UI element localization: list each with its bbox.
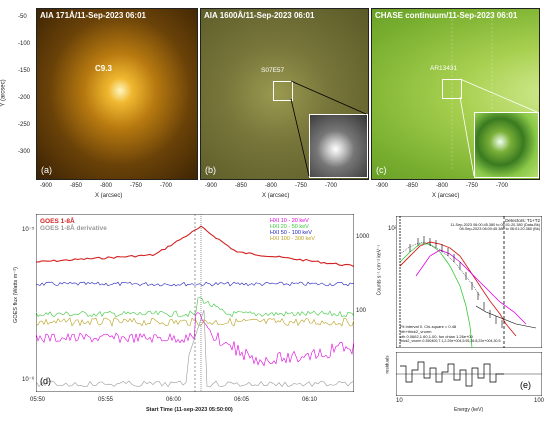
top-xtick: -700 [325, 183, 338, 189]
spectrum-thermal [399, 243, 473, 348]
panel-e-ytick: 10² [388, 226, 397, 232]
panel-e-xtick-100: 100 [534, 398, 545, 404]
panel-e-residual-plot [396, 352, 542, 396]
top-xtick: -750 [466, 183, 479, 189]
top-ytick: -100 [18, 41, 31, 47]
top-xtick: -700 [496, 183, 509, 189]
hxi-100-300-line [36, 317, 354, 328]
panel-d-xtick: 05:50 [30, 397, 46, 403]
panel-d-left-legend: GOES 1-8Å GOES 1-8Å derivative [40, 218, 107, 232]
panel-d-right-tick-100: 100 [356, 308, 367, 314]
panel-e-fit-line-4: thick2_vnorm 0.350400,7.1,2.29e+004,5.95… [400, 339, 501, 343]
top-ytick: -50 [18, 14, 27, 20]
panel-d-plot [36, 214, 354, 392]
panel-a-title: AIA 171Å/11-Sep-2023 06:01 [40, 11, 146, 20]
top-xtick: -850 [406, 183, 419, 189]
top-xtick: -900 [376, 183, 389, 189]
top-xtick: -850 [70, 183, 83, 189]
legend-hxi-100-300: HXI 100 - 300 keV [270, 236, 315, 242]
panel-d-ytick-top: 10⁻⁵ [22, 227, 35, 233]
top-xtick: -800 [265, 183, 278, 189]
top-ytick: -150 [18, 68, 31, 74]
panel-c-zoom-lines [451, 19, 538, 177]
panel-e-xtick-10: 10 [396, 398, 403, 404]
panel-c-image: CHASE continuum/11-Sep-2023 06:01 AR1343… [371, 8, 540, 180]
top-xtick: -800 [100, 183, 113, 189]
panel-d-xtick: 06:05 [234, 397, 250, 403]
top-xtick: -800 [436, 183, 449, 189]
panel-e-fit-line-2: vth+thick2_vnorm [400, 329, 432, 334]
panel-d-xtick: 06:00 [166, 397, 182, 403]
panel-d-xtick: 06:10 [302, 397, 318, 403]
top-xtick: -900 [40, 183, 53, 189]
hxi-20-50-line [36, 297, 354, 318]
panel-c-label: (c) [376, 165, 387, 175]
panel-c-xlabel: X (arcsec) [432, 193, 460, 199]
spectrum-background [475, 305, 537, 329]
panel-d-right-legend: HXI 10 - 20 keV HXI 20 - 50 keV HXI 50 -… [270, 218, 315, 242]
panel-c-title: CHASE continuum/11-Sep-2023 06:01 [375, 11, 518, 20]
panel-e-plot [396, 216, 542, 348]
panel-b-box [273, 81, 293, 101]
panel-a-label: (a) [41, 165, 52, 175]
spectrum-thick-target [415, 249, 527, 325]
top-xtick: -850 [235, 183, 248, 189]
panel-b-title: AIA 1600Å/11-Sep-2023 06:01 [204, 11, 315, 20]
legend-goes-1-8: GOES 1-8Å [40, 218, 75, 225]
top-ytick: -200 [18, 95, 31, 101]
panel-e-fit-line-1: Fit Interval 0. Chi-square = 0.48 [400, 324, 457, 329]
panel-e: Counts s⁻¹ cm⁻² keV⁻¹ 10² Detectors: T1+… [370, 212, 553, 422]
legend-goes-derivative: GOES 1-8Å derivative [40, 225, 107, 232]
panel-e-header-line-1: Detectors: T1+T2 [505, 218, 540, 223]
panel-b-zoom-lines [290, 80, 367, 177]
hxi-50-100-line [36, 281, 354, 287]
legend-hxi-10-20: HXI 10 - 20 keV [270, 218, 309, 224]
panel-d-xtick: 05:55 [98, 397, 114, 403]
panel-e-residual-label: residuals [384, 355, 390, 374]
top-xtick: -900 [205, 183, 218, 189]
panel-c-annotation: AR13431 [430, 65, 458, 72]
panel-e-fit-info: Fit Interval 0. Chi-square = 0.48 vth+th… [400, 324, 501, 343]
spectrum-total-fit [399, 241, 517, 337]
panel-b-label: (b) [205, 165, 216, 175]
panel-a-image: AIA 171Å/11-Sep-2023 06:01 C9.3 (a) [36, 8, 198, 180]
top-xtick: -700 [160, 183, 173, 189]
panel-d-label: (d) [40, 376, 51, 386]
panel-c-inset [474, 112, 539, 178]
panel-b-annotation: S07E57 [261, 67, 285, 74]
top-row: Y (arcsec) -50 -100 -150 -200 -250 -300 AIA 1… [0, 0, 553, 205]
panel-b-inset [309, 114, 368, 178]
panel-d-right-tick-1000: 1000 [356, 234, 370, 240]
panel-e-label: (e) [520, 380, 531, 390]
legend-hxi-50-100: HXI 50 - 100 keV [270, 230, 312, 236]
panel-e-xlabel: Energy (keV) [454, 407, 484, 413]
panel-d-ylabel: GOES flux (Watts m⁻²) [12, 267, 19, 323]
panel-e-header-line-3: 08-Sep-2023 08:00:45.380 to 06:01:20.380… [459, 227, 540, 231]
panel-e-fit-line-3: vth 0.0662,1.60,1.00, fun chian 1.26e+00 [400, 334, 473, 339]
panel-a-xlabel: X (arcsec) [95, 193, 123, 199]
top-xtick: -750 [130, 183, 143, 189]
panel-a-annotation: C9.3 [95, 64, 112, 73]
legend-hxi-20-50: HXI 20 - 50 keV [270, 224, 309, 230]
panel-d-xlabel: Start Time (11-sep-2023 05:50:00) [146, 407, 233, 413]
top-ylabel: Y (arcsec) [0, 79, 7, 107]
panel-e-header: Detectors: T1+T2 11-Sep-2023 06:00:45.38… [432, 218, 540, 231]
panel-b-xlabel: X (arcsec) [262, 193, 290, 199]
panel-b-image: AIA 1600Å/11-Sep-2023 06:01 S07E57 (b) [200, 8, 369, 180]
top-ytick: -300 [18, 149, 31, 155]
panel-e-ylabel: Counts s⁻¹ cm⁻² keV⁻¹ [376, 244, 383, 296]
panel-d: GOES flux (Watts m⁻²) 10⁻⁵ 10⁻⁶ GOES 1-8… [0, 212, 369, 422]
top-xtick: -750 [295, 183, 308, 189]
panel-e-header-line-2: 11-Sep-2023 06:00:45.380 to 06:01:20.380… [450, 223, 540, 227]
top-ytick: -250 [18, 122, 31, 128]
panel-d-ytick-bottom: 10⁻⁶ [22, 377, 35, 383]
goes-derivative-line [36, 309, 354, 388]
